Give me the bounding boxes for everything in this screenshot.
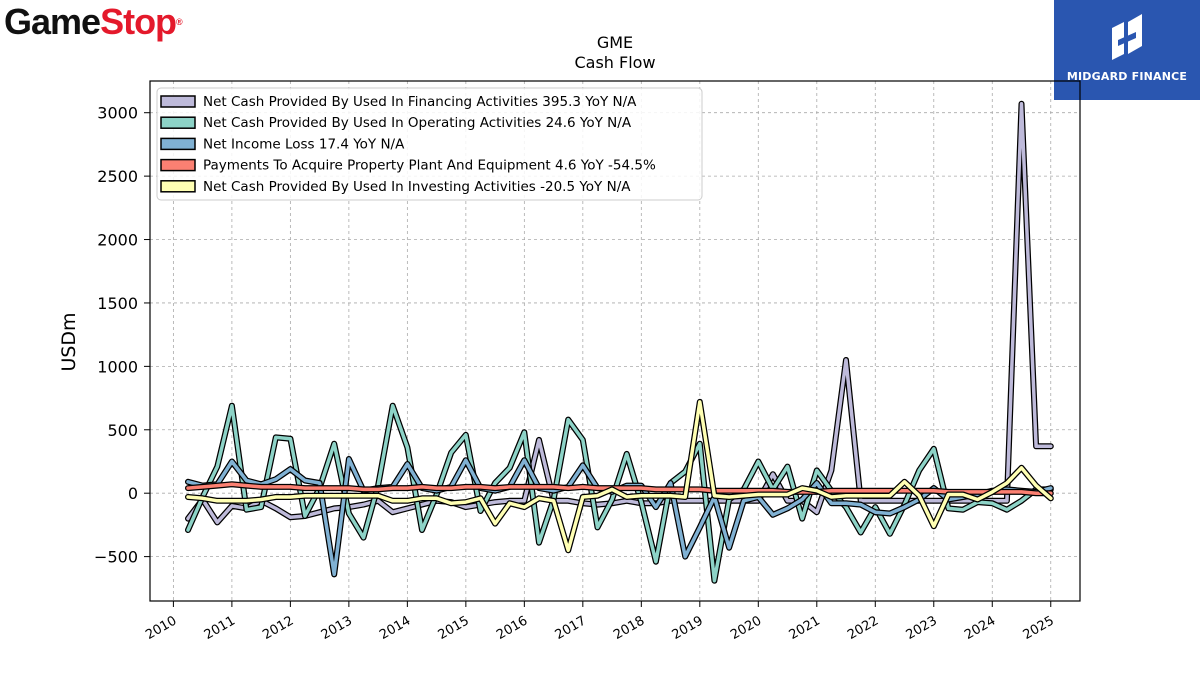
plot-frame xyxy=(149,80,1081,602)
legend-label: Net Cash Provided By Used In Financing A… xyxy=(203,94,637,110)
x-tick-label: 2022 xyxy=(845,613,881,643)
x-tick-label: 2011 xyxy=(202,613,238,643)
series-line xyxy=(186,403,1053,583)
legend-frame xyxy=(156,87,703,201)
chart-title: GME xyxy=(597,33,633,52)
chart-subtitle: Cash Flow xyxy=(574,53,655,72)
x-tick-label: 2021 xyxy=(787,613,823,643)
legend-label: Net Cash Provided By Used In Investing A… xyxy=(203,179,631,195)
x-tick-label: 2020 xyxy=(728,613,764,643)
logo-text-game: Game xyxy=(4,1,101,42)
x-tick-label: 2017 xyxy=(553,613,589,643)
legend-swatch xyxy=(160,158,196,172)
midgard-finance-watermark: MIDGARD FINANCE xyxy=(1054,0,1200,100)
y-tick-label: 3000 xyxy=(97,104,138,123)
midgard-logo-icon xyxy=(1112,14,1142,60)
x-tick-label: 2010 xyxy=(143,613,179,643)
y-tick-label: 1500 xyxy=(97,294,138,313)
x-tick-label: 2016 xyxy=(494,613,530,643)
series-5 xyxy=(185,398,1054,554)
series-2 xyxy=(185,402,1054,584)
legend-swatch xyxy=(160,95,196,108)
watermark-label: MIDGARD FINANCE xyxy=(1066,70,1188,83)
x-tick-label: 2013 xyxy=(319,613,355,643)
x-tick-label: 2019 xyxy=(670,613,706,643)
legend-label: Net Cash Provided By Used In Operating A… xyxy=(203,115,632,131)
logo-registered-mark: ® xyxy=(176,17,183,27)
x-tick-label: 2018 xyxy=(611,613,647,643)
y-tick-label: 500 xyxy=(107,421,138,440)
series-line xyxy=(186,400,1053,553)
legend-swatch xyxy=(160,137,196,151)
x-tick-label: 2024 xyxy=(962,613,998,643)
y-tick-label: 1000 xyxy=(97,357,138,376)
x-tick-label: 2023 xyxy=(904,613,940,643)
legend-label: Net Income Loss 17.4 YoY N/A xyxy=(203,136,405,152)
y-tick-label: −500 xyxy=(94,548,138,567)
legend-label: Payments To Acquire Property Plant And E… xyxy=(203,158,656,174)
gamestop-logo: GameStop® xyxy=(4,1,183,42)
y-tick-label: 0 xyxy=(128,484,138,503)
y-tick-label: 2000 xyxy=(97,231,138,250)
y-axis-ticks: −500 0 500 1000 1500 2000 2500 3000 xyxy=(94,104,150,567)
series-lines xyxy=(185,100,1054,584)
legend-swatch xyxy=(160,116,196,129)
x-tick-label: 2012 xyxy=(260,613,296,643)
x-tick-label: 2014 xyxy=(377,613,413,643)
series-4 xyxy=(185,481,1054,497)
legend-swatch xyxy=(160,180,196,193)
logo-text-stop: Stop xyxy=(100,1,177,42)
y-axis-label: USDm xyxy=(58,312,80,371)
y-tick-label: 2500 xyxy=(97,167,138,186)
series-line xyxy=(186,482,1053,495)
x-axis-ticks: 2010 2011 2012 2013 2014 2015 2016 2017 2018 2019… xyxy=(143,601,1057,643)
x-tick-label: 2025 xyxy=(1021,613,1057,643)
legend: Net Cash Provided By Used In Financing A… xyxy=(156,87,703,201)
x-tick-label: 2015 xyxy=(436,613,472,643)
